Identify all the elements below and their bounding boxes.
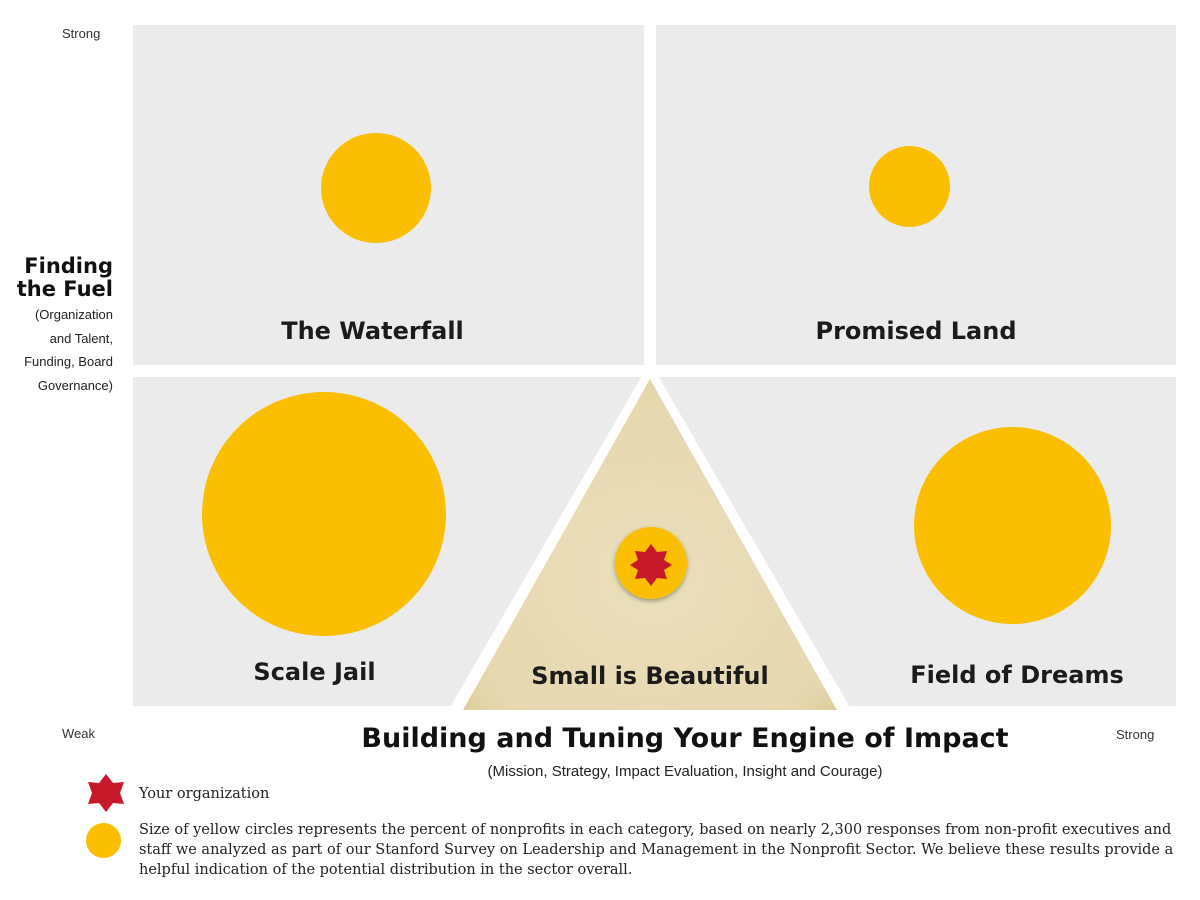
y-axis-weak-label: Weak <box>62 726 95 741</box>
y-axis-subtitle-line: Governance) <box>37 377 113 393</box>
quadrant-scale-jail: Scale Jail <box>133 377 644 706</box>
y-axis-subtitle-line: (Organization <box>34 307 113 322</box>
x-axis-subtitle: (Mission, Strategy, Impact Evaluation, I… <box>487 763 883 780</box>
quadrant-promised-land: Promised Land <box>656 25 1176 365</box>
yellow-circle-icon <box>86 823 121 858</box>
category-size-circle <box>914 427 1111 624</box>
legend-circle-description: Size of yellow circles represents the pe… <box>139 822 1174 878</box>
y-axis-strong-label: Strong <box>62 26 101 41</box>
quadrant-label: The Waterfall <box>281 317 464 345</box>
legend-organization-label: Your organization <box>139 786 270 802</box>
y-axis-subtitle-line: and Talent, <box>49 330 113 346</box>
category-size-circle <box>321 133 431 243</box>
y-axis-subtitle: (Organization and Talent, Funding, Board… <box>0 303 113 397</box>
y-axis-title: Finding the Fuel <box>10 255 113 301</box>
category-size-circle <box>869 146 950 227</box>
quadrant-the-waterfall: The Waterfall <box>133 25 644 365</box>
quadrant-label: Field of Dreams <box>910 661 1124 689</box>
y-axis-title-line1: Finding <box>24 254 113 278</box>
red-star-icon <box>88 774 124 812</box>
quadrant-label: Scale Jail <box>253 658 376 686</box>
quadrant-label: Promised Land <box>815 317 1017 345</box>
x-axis-title: Building and Tuning Your Engine of Impac… <box>361 723 1009 754</box>
category-size-circle <box>202 392 446 636</box>
quadrant-label-small-is-beautiful: Small is Beautiful <box>531 662 769 690</box>
x-axis-strong-label: Strong <box>1116 727 1155 742</box>
y-axis-subtitle-line: Funding, Board <box>24 354 113 369</box>
your-organization-star-icon <box>630 544 672 586</box>
y-axis-title-line2: the Fuel <box>16 277 113 301</box>
